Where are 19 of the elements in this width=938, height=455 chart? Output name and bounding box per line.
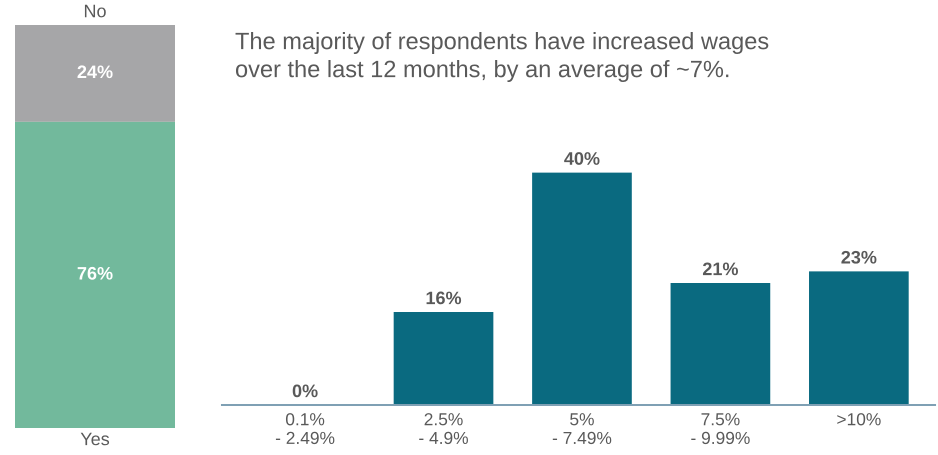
x-tick-label: >10%: [837, 413, 881, 426]
data-label: 23%: [841, 250, 876, 264]
series-label: No: [84, 4, 106, 18]
x-tick-label: 2.5% - 4.9%: [419, 413, 468, 444]
data-label: 0%: [292, 384, 318, 398]
chart-title: The majority of respondents have increased wages over the last 12 months, by an average of ~7%.: [236, 32, 768, 82]
x-tick-label: 7.5% - 9.99%: [691, 413, 750, 444]
x-tick-label: 0.1% - 2.49%: [276, 413, 334, 444]
x-tick-label: 5% - 7.49%: [552, 413, 612, 444]
data-label: 16%: [426, 292, 462, 304]
bar: [394, 312, 494, 405]
bar: [532, 172, 632, 405]
data-label: 21%: [702, 262, 738, 276]
data-label: 40%: [564, 152, 600, 165]
series-label: Yes: [80, 432, 110, 446]
data-label: 24%: [78, 65, 113, 78]
bar: [670, 283, 770, 405]
bar: [809, 271, 909, 405]
data-label: 76%: [78, 266, 113, 280]
